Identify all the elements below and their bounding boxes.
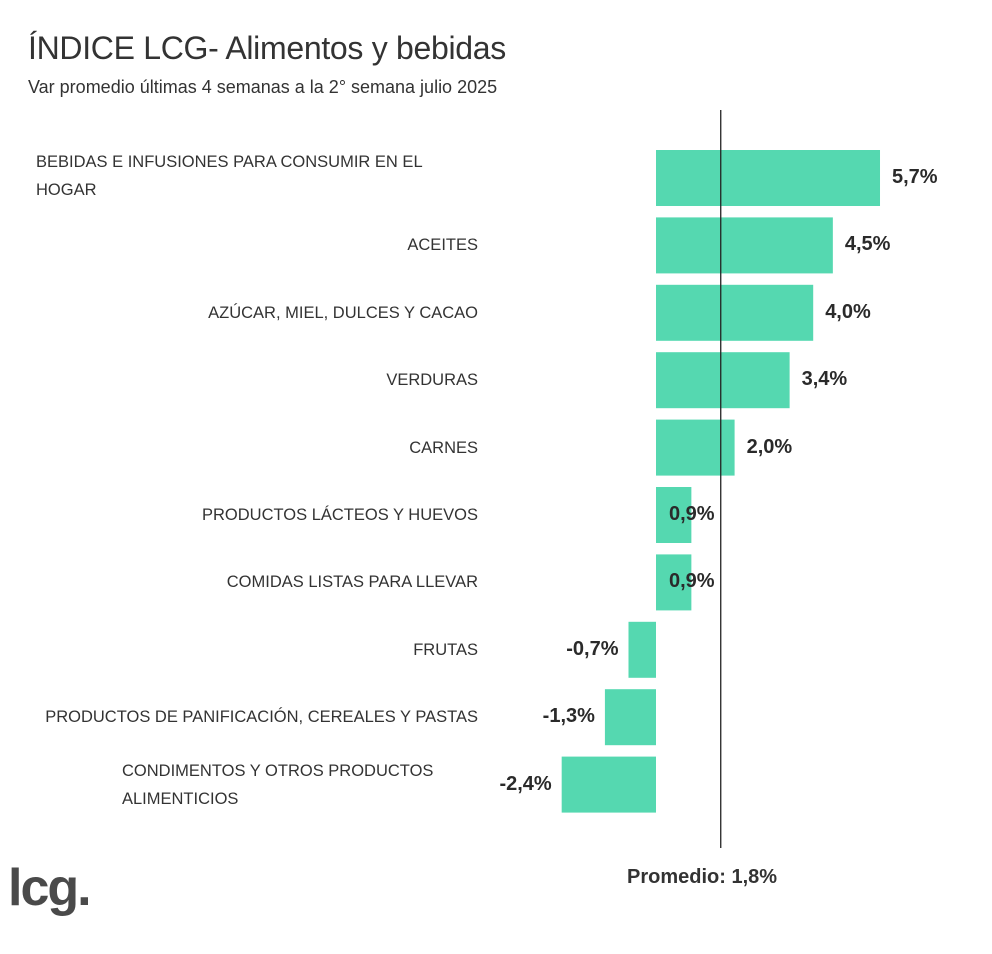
category-label: VERDURAS [386, 371, 478, 390]
data-label: 2,0% [746, 435, 793, 458]
bar [656, 284, 814, 341]
average-label: Promedio: 1,8% [627, 866, 778, 888]
data-label: 5,7% [892, 166, 938, 188]
category-label: PRODUCTOS DE PANIFICACIÓN, CEREALES Y PA… [45, 708, 478, 727]
lcg-logo: lcg. [8, 859, 92, 917]
category-label: CARNES [409, 438, 478, 457]
category-label: ACEITES [407, 236, 478, 255]
data-label: 4,5% [844, 233, 891, 256]
data-label: -0,7% [566, 637, 619, 660]
bar [604, 689, 656, 746]
bar [628, 621, 656, 678]
data-label: 0,9% [669, 503, 715, 525]
data-label: 3,4% [801, 368, 848, 391]
bar [656, 487, 692, 543]
bar [561, 756, 656, 813]
data-label: 4,0% [825, 300, 871, 323]
category-label: AZÚCAR, MIEL, DULCES Y CACAO [208, 303, 478, 322]
chart-subtitle: Var promedio últimas 4 semanas a la 2° s… [28, 77, 498, 97]
data-label: -1,3% [542, 705, 595, 728]
chart-title: ÍNDICE LCG- Alimentos y bebidas [28, 30, 506, 66]
bar [656, 150, 881, 206]
category-label: CONDIMENTOS Y OTROS PRODUCTOS ALIMENTICI… [122, 761, 434, 808]
bar [656, 217, 833, 274]
data-label: 0,9% [669, 570, 715, 593]
category-label: PRODUCTOS LÁCTEOS Y HUEVOS [202, 506, 478, 524]
bar [656, 352, 790, 409]
data-label: -2,4% [499, 772, 552, 795]
category-label: FRUTAS [413, 640, 478, 659]
bar [656, 419, 735, 476]
category-label: COMIDAS LISTAS PARA LLEVAR [226, 573, 478, 592]
category-label: BEBIDAS E INFUSIONES PARA CONSUMIR EN EL… [36, 153, 423, 199]
bar [656, 554, 692, 611]
